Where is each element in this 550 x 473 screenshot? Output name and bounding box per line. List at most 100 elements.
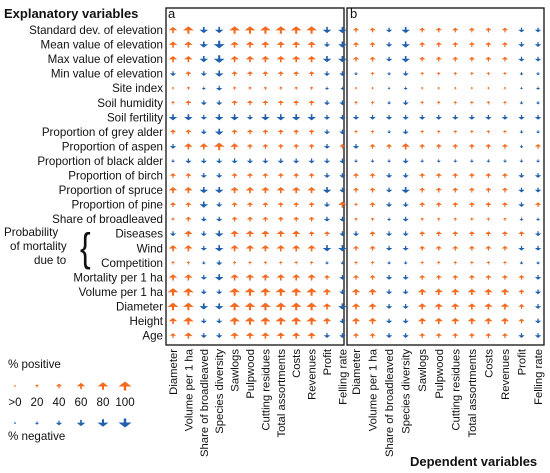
arrow-glyph (201, 261, 206, 265)
arrow-glyph (436, 217, 441, 221)
column-label: Pulpwood (434, 349, 446, 399)
arrow-glyph (369, 27, 376, 33)
arrow-glyph (339, 231, 346, 237)
legend-positive-arrow (13, 384, 17, 388)
arrow-glyph (276, 230, 286, 237)
mortality-label-line2: of mortality (10, 240, 67, 253)
arrow-glyph (276, 114, 286, 121)
arrow-glyph (470, 86, 474, 90)
arrow-glyph (534, 114, 542, 120)
arrow-glyph (420, 86, 424, 90)
arrow-glyph (419, 231, 426, 237)
arrow-glyph (401, 41, 410, 48)
arrow-glyph (338, 245, 347, 252)
arrow-glyph (199, 56, 209, 63)
arrow-glyph (352, 56, 360, 62)
arrow-glyph (290, 26, 302, 34)
arrow-glyph (452, 114, 459, 120)
arrow-glyph (370, 71, 375, 76)
arrow-glyph (435, 187, 442, 193)
arrow-glyph (308, 144, 315, 149)
arrow-glyph (278, 261, 283, 265)
arrow-glyph (453, 217, 458, 221)
arrow-glyph (307, 186, 316, 194)
arrow-glyph (369, 144, 376, 149)
panel-b-frame (346, 7, 545, 346)
row-label: Soil fertility (107, 111, 163, 124)
arrow-glyph (436, 71, 441, 76)
arrow-glyph (245, 186, 255, 194)
arrow-glyph (293, 71, 300, 77)
arrow-glyph (307, 274, 316, 281)
arrow-glyph (200, 100, 207, 106)
mortality-group-label: Probability of mortality due to { (4, 225, 91, 270)
arrow-glyph (402, 304, 409, 309)
arrow-glyph (502, 159, 508, 163)
row-label: Competition (101, 257, 163, 270)
row-label: Min value of elevation (51, 68, 163, 81)
legend-positive-arrow (34, 384, 40, 388)
arrow-glyph (276, 274, 286, 281)
arrow-glyph (452, 27, 459, 33)
arrow-glyph (385, 173, 393, 178)
arrow-glyph (200, 289, 207, 295)
arrow-glyph (501, 187, 509, 193)
arrow-glyph (534, 187, 542, 193)
row-labels: Standard dev. of elevation Mean value of … (29, 24, 164, 343)
arrow-glyph (419, 27, 426, 33)
arrow-glyph (184, 114, 193, 121)
arrow-glyph (323, 144, 331, 149)
arrow-glyph (503, 86, 507, 90)
arrow-glyph (323, 274, 331, 280)
arrow-glyph (186, 86, 191, 90)
arrow-glyph (246, 129, 254, 135)
arrow-glyph (276, 332, 286, 339)
arrow-glyph (352, 231, 360, 237)
row-label: Age (142, 330, 163, 343)
arrow-glyph (401, 26, 410, 34)
arrow-glyph (261, 332, 270, 339)
arrow-glyph (518, 289, 525, 295)
arrow-glyph (369, 202, 376, 207)
arrow-glyph (419, 114, 426, 120)
arrow-glyph (352, 144, 360, 149)
arrow-glyph (468, 245, 476, 251)
arrow-glyph (486, 261, 491, 265)
arrow-glyph (216, 289, 223, 295)
arrow-glyph (214, 303, 224, 310)
arrow-glyph (170, 217, 176, 221)
arrow-glyph (262, 100, 269, 106)
arrow-glyph (275, 26, 287, 34)
arrow-glyph (185, 173, 192, 178)
arrow-glyph (502, 217, 508, 221)
arrow-glyph (308, 100, 315, 106)
arrow-glyph (168, 114, 178, 121)
arrow-glyph (354, 86, 358, 90)
arrow-glyph (535, 101, 541, 105)
arrow-glyph (216, 202, 223, 207)
arrow-glyph (402, 173, 409, 178)
arrow-glyph (339, 71, 346, 77)
arrow-glyph (291, 230, 301, 237)
arrow-glyph (293, 173, 300, 178)
arrow-glyph (534, 173, 542, 178)
legend-negative-arrow (118, 418, 132, 428)
arrow-glyph (401, 186, 410, 194)
arrow-glyph (261, 56, 270, 63)
arrow-glyph (322, 317, 332, 325)
arrow-glyph (419, 333, 426, 338)
arrow-glyph (293, 100, 300, 106)
arrow-glyph (518, 187, 525, 193)
y-axis-title: Explanatory variables (4, 6, 138, 21)
arrow-glyph (387, 159, 392, 163)
arrow-glyph (452, 231, 459, 237)
legend-level-label: 60 (75, 396, 88, 409)
arrow-glyph (293, 216, 300, 222)
arrow-glyph (290, 302, 302, 311)
arrow-glyph (402, 158, 409, 164)
arrow-glyph (246, 202, 254, 207)
arrow-glyph (518, 27, 525, 33)
arrow-glyph (168, 317, 178, 325)
arrow-glyph (353, 261, 359, 265)
arrow-glyph (214, 26, 224, 34)
